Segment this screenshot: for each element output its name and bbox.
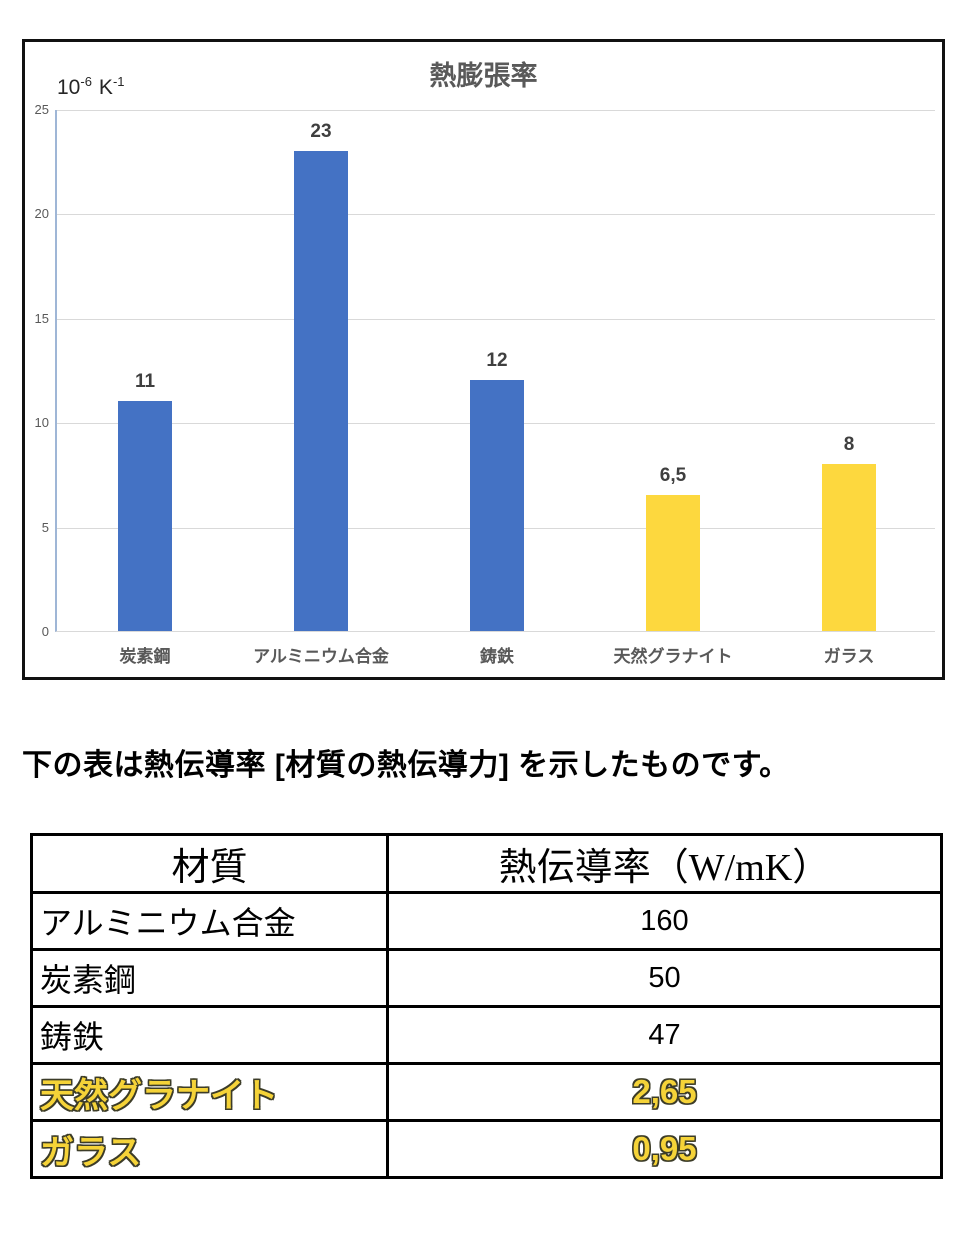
table-row-1: 炭素鋼 50 (30, 948, 943, 1008)
material-cell-0: アルミニウム合金 (30, 891, 389, 951)
unit-base: 10 (57, 76, 81, 99)
bar-group-0: 11 (57, 110, 233, 631)
bar-0 (118, 401, 172, 631)
conductivity-value-cell-2: 47 (386, 1005, 943, 1065)
bar-group-1: 23 (233, 110, 409, 631)
conductivity-value-cell-4: 0,95 (386, 1119, 943, 1179)
y-axis-tick-label-10: 10 (34, 415, 49, 431)
y-axis-unit-label: 10-6 K-1 (57, 74, 125, 100)
bar-1 (294, 150, 348, 631)
bar-value-label-2: 12 (486, 350, 508, 372)
bar-4 (822, 463, 876, 631)
y-axis-tick-label-5: 5 (41, 519, 49, 535)
x-axis-label-1: アルミニウム合金 (253, 647, 389, 666)
table-row-0: アルミニウム合金 160 (30, 891, 943, 951)
bar-value-label-3: 6,5 (659, 465, 687, 487)
bar-3 (646, 495, 700, 631)
chart-title: 熱膨張率 (429, 61, 538, 91)
y-axis-tick-label-20: 20 (34, 206, 49, 222)
conductivity-value-cell-0: 160 (386, 891, 943, 951)
unit-kelvin-exponent: -1 (112, 74, 125, 89)
bar-value-label-4: 8 (843, 433, 855, 455)
bar-group-4: 8 (761, 110, 937, 631)
table-header-conductivity: 熱伝導率（W/mK） (386, 833, 943, 894)
conductivity-value-cell-3: 2,65 (386, 1062, 943, 1122)
x-axis-label-0: 炭素鋼 (119, 647, 171, 666)
bar-value-label-1: 23 (310, 120, 332, 142)
table-header-row: 材質 熱伝導率（W/mK） (30, 833, 943, 894)
thermal-expansion-chart: 熱膨張率 10-6 K-1 0 5 10 15 20 25 11 炭素鋼 23 アルミニウム合金 12… (22, 39, 945, 680)
y-axis-tick-label-25: 25 (34, 102, 49, 117)
caption-text: 下の表は熱伝導率 [材質の熱伝導力] を示したものです。 (22, 749, 790, 782)
material-cell-2: 鋳鉄 (30, 1005, 389, 1065)
unit-base-exponent: -6 (80, 74, 92, 89)
y-axis-tick-label-15: 15 (34, 310, 49, 326)
gridline-20 (57, 214, 935, 216)
material-cell-4: ガラス (30, 1119, 389, 1179)
x-axis-label-3: 天然グラナイト (613, 647, 733, 666)
plot-area: 0 5 10 15 20 25 11 炭素鋼 23 アルミニウム合金 12 鋳鉄 6,5 天然グラナイト 8… (35, 102, 937, 666)
thermal-conductivity-table: 材質 熱伝導率（W/mK） アルミニウム合金 160 炭素鋼 50 鋳鉄 47 天然グラナイ… (30, 833, 943, 1179)
table-row-3: 天然グラナイト 2,65 (30, 1062, 943, 1122)
x-axis-label-4: ガラス (823, 647, 875, 666)
table-row-2: 鋳鉄 47 (30, 1005, 943, 1065)
gridline-15 (57, 318, 935, 320)
x-axis-label-2: 鋳鉄 (480, 647, 514, 666)
material-cell-3: 天然グラナイト (30, 1062, 389, 1122)
unit-kelvin: K (98, 76, 113, 99)
bar-group-3: 6,5 (585, 110, 761, 631)
material-cell-1: 炭素鋼 (30, 948, 389, 1008)
table-header-material: 材質 (30, 833, 389, 894)
bar-group-2: 12 (409, 110, 585, 631)
conductivity-value-cell-1: 50 (386, 948, 943, 1008)
y-axis-tick-label-0: 0 (41, 624, 49, 639)
bar-value-label-0: 11 (134, 371, 156, 393)
bar-2 (470, 380, 524, 631)
table-row-4: ガラス 0,95 (30, 1119, 943, 1179)
gridline-25 (57, 110, 935, 111)
